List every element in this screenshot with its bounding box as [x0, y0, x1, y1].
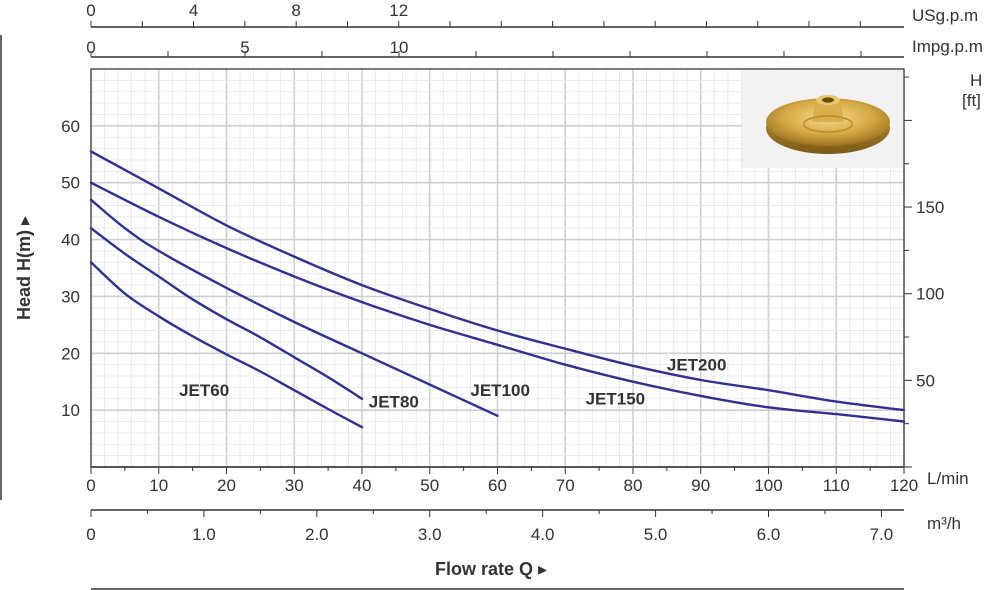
curve-label-jet80: JET80: [369, 392, 419, 411]
x-tick-label: 120: [890, 476, 918, 495]
head-ft-tick-label: 100: [916, 285, 944, 304]
x-tick-label: 110: [823, 476, 850, 495]
y-tick-label: 10: [61, 401, 80, 420]
y-tick-label: 60: [61, 117, 80, 136]
x-tick-label: 100: [754, 476, 782, 495]
x-tick-label: 10: [149, 476, 168, 495]
m3h-tick-label: 2.0: [305, 525, 329, 544]
x-tick-label: 70: [556, 476, 575, 495]
curve-jet100: [89, 198, 499, 417]
x-unit-label: L/min: [927, 469, 969, 488]
curve-jet150: [89, 181, 906, 423]
curve-jet200: [89, 150, 906, 412]
m3h-tick-label: 6.0: [757, 525, 781, 544]
x-tick-label: 80: [624, 476, 643, 495]
axis-text: Head H(m) ▸ Flow rate Q ▸ L/min USg.p.m …: [14, 1, 983, 579]
m3h-tick-label: 1.0: [192, 525, 216, 544]
impgpm-unit-label: Impg.p.m: [912, 37, 983, 56]
x-tick-label: 50: [420, 476, 439, 495]
x-tick-label: 0: [86, 476, 95, 495]
brass-impeller-icon: [766, 95, 890, 154]
x-tick-label: 90: [691, 476, 710, 495]
y-tick-label: 30: [61, 287, 80, 306]
m3h-tick-label: 7.0: [870, 525, 894, 544]
curve-jet60: [89, 261, 364, 429]
usgpm-tick-label: 0: [86, 1, 95, 20]
m3h-tick-label: 3.0: [418, 525, 442, 544]
impgpm-tick-label: 5: [240, 38, 249, 57]
head-ft-tick-label: 50: [916, 371, 935, 390]
curves: [89, 150, 906, 429]
impeller-inset: [742, 70, 904, 168]
curve-label-jet100: JET100: [470, 381, 530, 400]
m3h-tick-label: 0: [86, 525, 95, 544]
impgpm-tick-label: 10: [390, 38, 409, 57]
axes: [0, 21, 912, 590]
curve-label-jet60: JET60: [179, 381, 229, 400]
m3h-unit-label: m³/h: [927, 514, 961, 533]
x-tick-label: 60: [488, 476, 507, 495]
head-ft-tick-label: 150: [916, 198, 944, 217]
y-axis-title: Head H(m) ▸: [14, 216, 34, 320]
head-ft-unit-line2: [ft]: [962, 91, 981, 110]
curve-label-jet150: JET150: [586, 389, 646, 408]
usgpm-tick-label: 4: [189, 1, 198, 20]
y-tick-label: 20: [61, 344, 80, 363]
curve-jet80: [89, 227, 364, 400]
m3h-tick-label: 4.0: [531, 525, 555, 544]
x-tick-label: 30: [285, 476, 304, 495]
impgpm-tick-label: 0: [86, 38, 95, 57]
y-tick-label: 50: [61, 174, 80, 193]
usgpm-tick-label: 12: [389, 1, 408, 20]
head-ft-unit-line1: H: [970, 71, 982, 90]
x-axis-title: Flow rate Q ▸: [435, 559, 547, 579]
m3h-tick-label: 5.0: [644, 525, 668, 544]
usgpm-tick-label: 8: [291, 1, 300, 20]
x-tick-label: 20: [217, 476, 236, 495]
y-tick-label: 40: [61, 231, 80, 250]
curve-label-jet200: JET200: [667, 355, 727, 374]
usgpm-unit-label: USg.p.m: [912, 6, 978, 25]
x-tick-label: 40: [353, 476, 372, 495]
